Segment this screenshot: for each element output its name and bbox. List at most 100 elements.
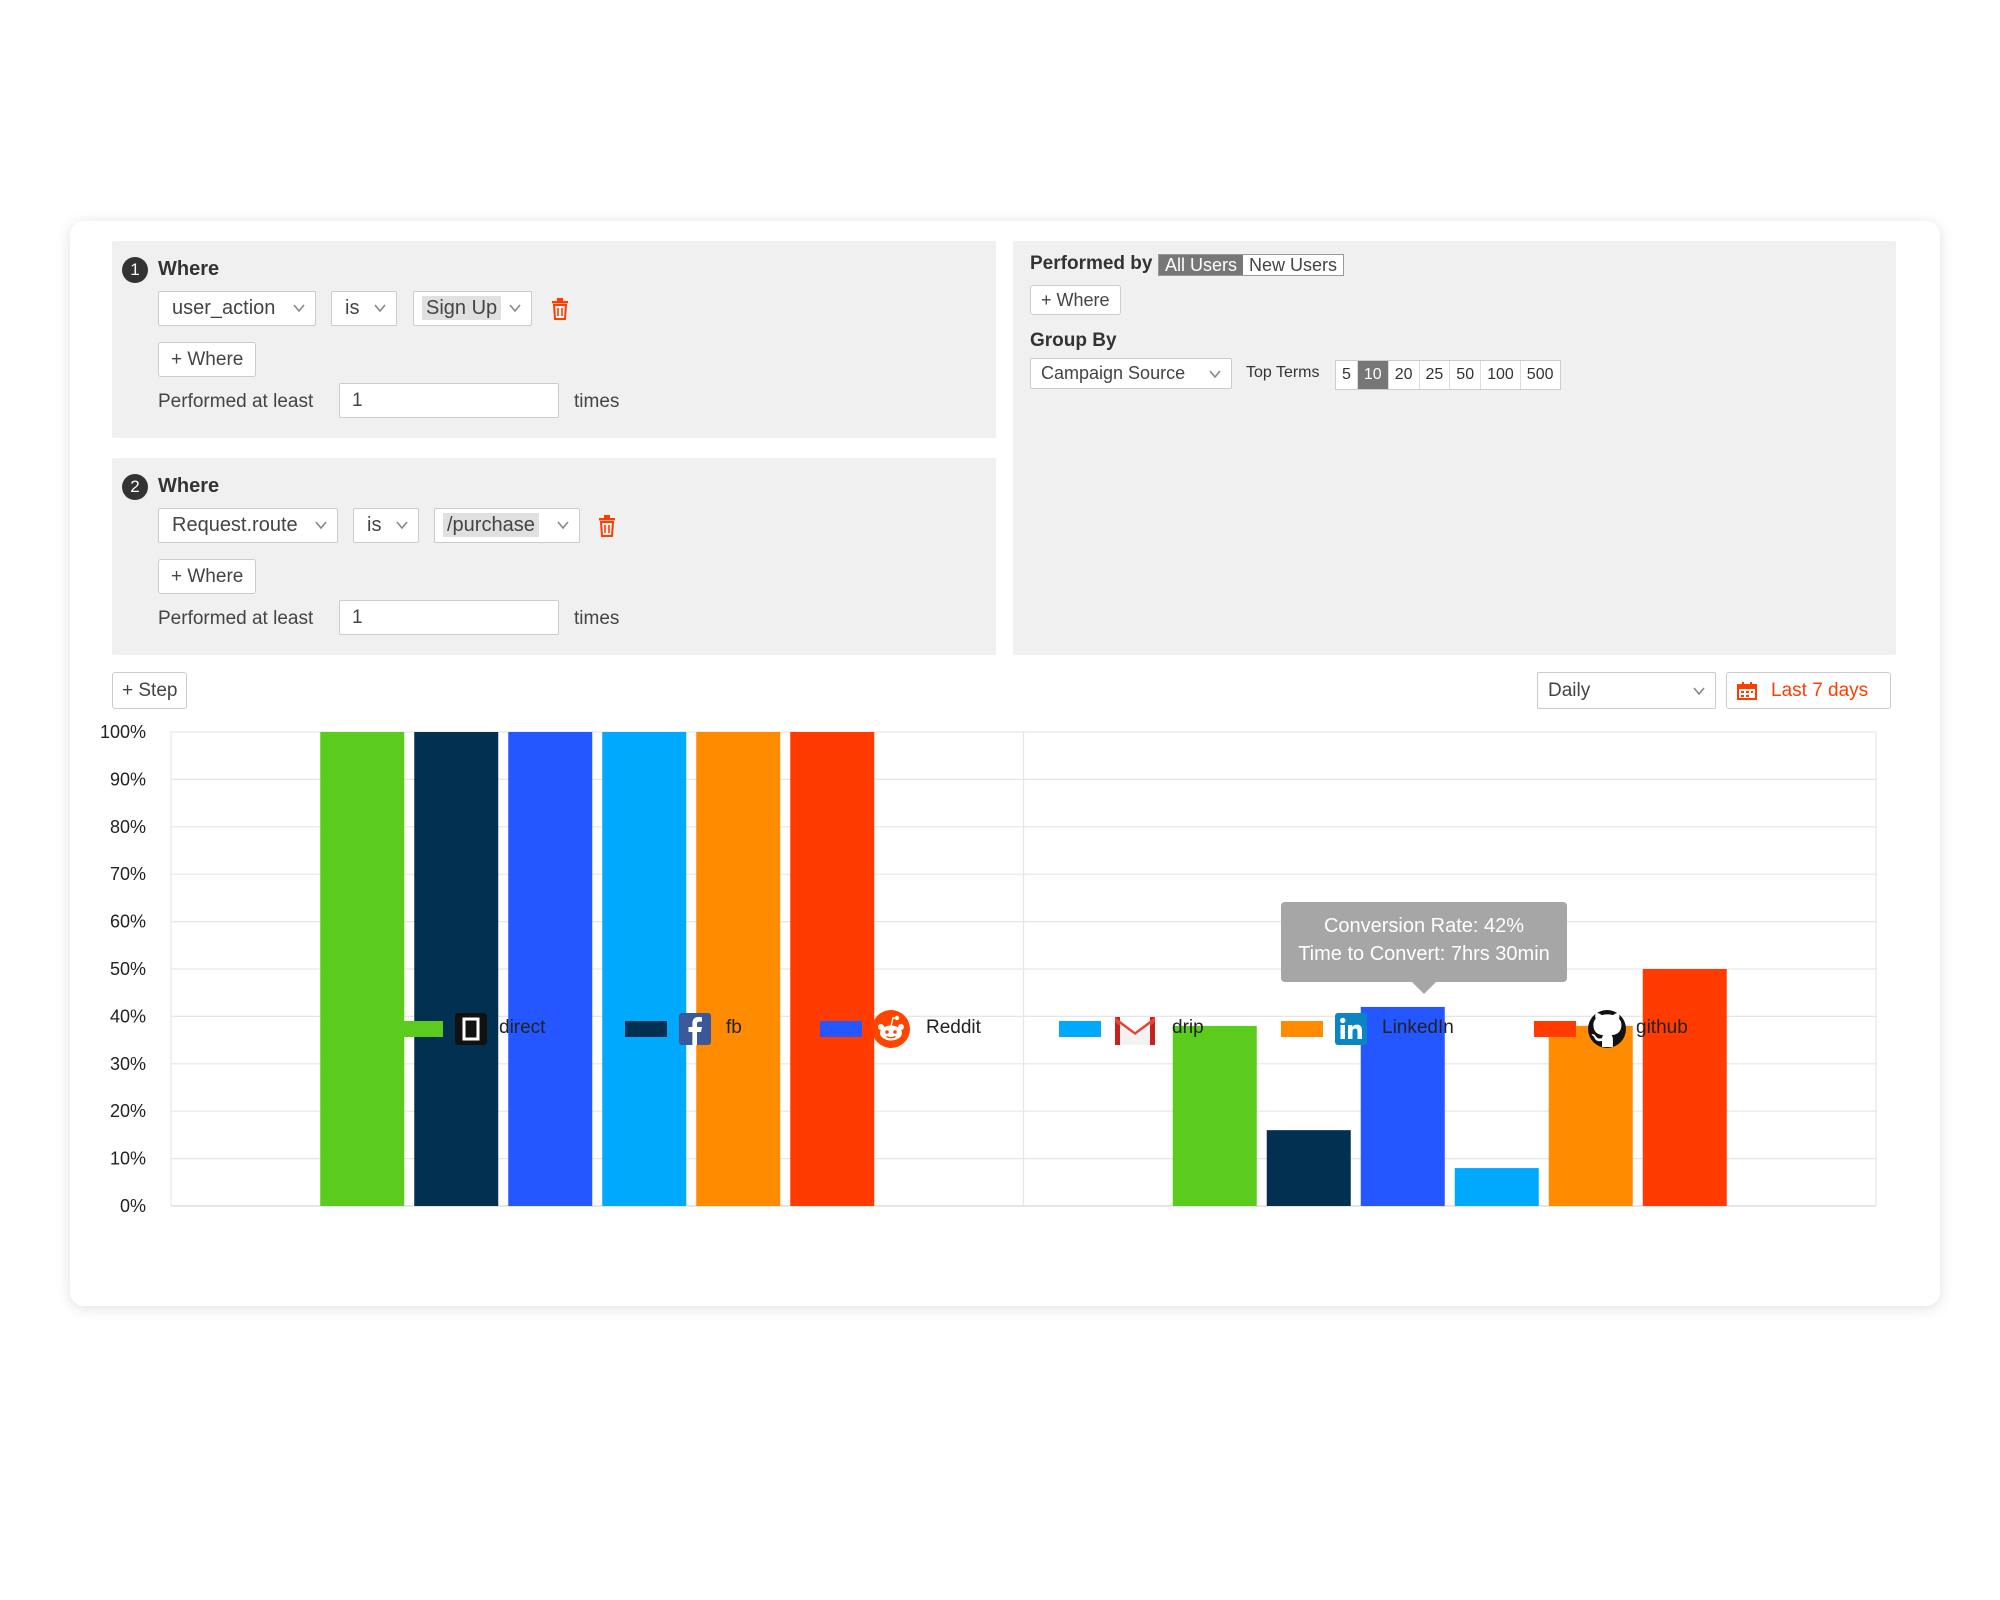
- value-select-value: /purchase: [443, 513, 539, 537]
- performed-at-least-label: Performed at least: [158, 608, 314, 629]
- step-1-panel: 1 Where user_action is Sign Up + Where P…: [112, 241, 996, 438]
- interval-select-value: Daily: [1548, 680, 1591, 701]
- top-terms-option[interactable]: 10: [1356, 361, 1388, 389]
- top-terms-option[interactable]: 25: [1418, 361, 1450, 389]
- field-select[interactable]: Request.route: [158, 508, 338, 543]
- trash-icon[interactable]: [596, 514, 618, 538]
- add-where-button[interactable]: + Where: [158, 559, 257, 594]
- operator-select-value: is: [345, 297, 360, 319]
- performed-count-input[interactable]: 1: [339, 383, 559, 418]
- y-axis-ticks: 0% 10% 20% 30% 40% 50% 60% 70% 80% 90% 100%: [100, 722, 146, 1216]
- times-label: times: [574, 391, 620, 412]
- tooltip-time-to-convert: Time to Convert: 7hrs 30min: [1298, 943, 1550, 965]
- legend-label: fb: [726, 1017, 742, 1038]
- top-terms-option[interactable]: 5: [1342, 366, 1351, 383]
- legend-label: LinkedIn: [1382, 1017, 1454, 1038]
- chevron-down-icon: [1693, 687, 1705, 696]
- tooltip-conversion-rate: Conversion Rate: 42%: [1323, 915, 1525, 937]
- top-terms-option[interactable]: 100: [1480, 361, 1520, 389]
- direct-icon: [455, 1013, 487, 1045]
- y-tick-label: 40%: [110, 1006, 146, 1026]
- top-terms-option[interactable]: 20: [1387, 361, 1419, 389]
- where-label: Where: [158, 258, 220, 280]
- group-by-select[interactable]: Campaign Source: [1030, 358, 1232, 389]
- date-range-button[interactable]: Last 7 days: [1726, 672, 1891, 709]
- y-tick-label: 0%: [120, 1196, 146, 1216]
- step-2-panel: 2 Where Request.route is /purchase + Whe…: [112, 458, 996, 655]
- bar-linkedin-2[interactable]: [1548, 1025, 1633, 1206]
- top-terms-option[interactable]: 50: [1449, 361, 1480, 389]
- field-select[interactable]: user_action: [158, 291, 316, 326]
- step-number: 2: [122, 474, 148, 500]
- value-select[interactable]: /purchase: [434, 508, 580, 543]
- field-select-value: user_action: [172, 297, 276, 319]
- field-select-value: Request.route: [172, 514, 298, 536]
- legend-swatch: [820, 1021, 862, 1037]
- y-tick-label: 100%: [100, 722, 146, 742]
- performed-at-least-label: Performed at least: [158, 391, 314, 412]
- date-range-label: Last 7 days: [1771, 680, 1869, 701]
- legend-swatch: [401, 1021, 443, 1037]
- value-select[interactable]: Sign Up: [413, 291, 532, 326]
- chevron-down-icon: [315, 521, 327, 530]
- legend-label: drip: [1172, 1017, 1204, 1038]
- chevron-down-icon: [374, 304, 386, 313]
- operator-select-value: is: [367, 514, 382, 536]
- top-terms-option[interactable]: 500: [1519, 361, 1560, 389]
- new-users-option[interactable]: New Users: [1243, 255, 1344, 275]
- performed-count-input[interactable]: 1: [339, 600, 559, 635]
- bar-fb-1[interactable]: [414, 732, 499, 1206]
- operator-select[interactable]: is: [353, 508, 419, 543]
- legend-swatch: [1059, 1021, 1101, 1037]
- legend-swatch: [625, 1021, 667, 1037]
- bar-reddit-1[interactable]: [508, 732, 593, 1206]
- interval-select[interactable]: Daily: [1537, 672, 1716, 709]
- y-tick-label: 80%: [110, 817, 146, 837]
- value-select-value: Sign Up: [422, 296, 502, 320]
- calendar-icon: [1737, 682, 1757, 700]
- y-tick-label: 60%: [110, 912, 146, 932]
- y-tick-label: 30%: [110, 1054, 146, 1074]
- all-users-option[interactable]: All Users: [1159, 255, 1244, 275]
- bar-fb-2[interactable]: [1266, 1130, 1351, 1206]
- chevron-down-icon: [557, 521, 569, 530]
- y-tick-label: 10%: [110, 1149, 146, 1169]
- github-icon: [1588, 1010, 1626, 1048]
- reddit-icon: [872, 1010, 910, 1048]
- add-where-button[interactable]: + Where: [1030, 285, 1121, 315]
- legend-label: github: [1636, 1017, 1688, 1038]
- legend-label: direct: [499, 1017, 546, 1038]
- performed-by-label: Performed by: [1030, 253, 1153, 274]
- bar-drip-1[interactable]: [602, 732, 687, 1206]
- bar-drip-2[interactable]: [1454, 1168, 1539, 1206]
- chevron-down-icon: [1209, 370, 1221, 379]
- tooltip-arrow: [1412, 982, 1436, 994]
- audience-panel: Performed by All Users New Users + Where…: [1013, 241, 1896, 655]
- bar-github-2[interactable]: [1642, 969, 1727, 1206]
- legend-swatch: [1534, 1021, 1576, 1037]
- add-step-button[interactable]: + Step: [112, 672, 188, 709]
- group-by-label: Group By: [1030, 330, 1117, 351]
- y-tick-label: 70%: [110, 864, 146, 884]
- chevron-down-icon: [396, 521, 408, 530]
- bar-direct-2[interactable]: [1172, 1025, 1257, 1206]
- group-by-select-value: Campaign Source: [1041, 363, 1186, 383]
- y-tick-label: 50%: [110, 959, 146, 979]
- where-label: Where: [158, 475, 220, 497]
- operator-select[interactable]: is: [331, 291, 397, 326]
- linkedin-icon: [1335, 1013, 1367, 1045]
- bar-reddit-2[interactable]: [1360, 1006, 1445, 1206]
- top-terms-label: Top Terms: [1246, 364, 1320, 381]
- facebook-icon: [679, 1013, 711, 1045]
- bar-linkedin-1[interactable]: [696, 732, 781, 1206]
- bar-github-1[interactable]: [790, 732, 875, 1206]
- trash-icon[interactable]: [549, 297, 571, 321]
- legend-label: Reddit: [926, 1017, 981, 1038]
- y-tick-label: 90%: [110, 769, 146, 789]
- add-where-button[interactable]: + Where: [158, 342, 257, 377]
- y-tick-label: 20%: [110, 1101, 146, 1121]
- bar-direct-1[interactable]: [320, 732, 405, 1206]
- top-terms-selector: 5 10 20 25 50 100 500: [1335, 360, 1561, 390]
- step-number: 1: [122, 257, 148, 283]
